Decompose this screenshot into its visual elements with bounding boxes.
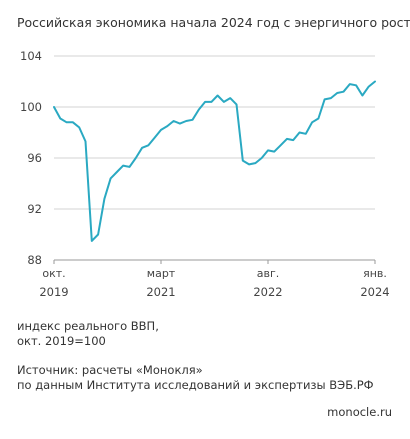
y-tick-label: 100 (20, 100, 42, 114)
y-tick-label: 96 (27, 151, 42, 165)
y-tick-labels: 88 92 96 100 104 (20, 49, 42, 267)
x-tick-year: 2022 (253, 285, 282, 299)
source-note-line2: по данным Института исследований и экспе… (17, 378, 374, 392)
site-link[interactable]: monocle.ru (327, 405, 392, 419)
gridlines (53, 55, 376, 264)
x-tick-year: 2021 (146, 285, 175, 299)
x-tick-month: март (147, 267, 176, 280)
y-tick-label: 92 (27, 202, 42, 216)
x-tick-month: окт. (42, 267, 65, 280)
x-tick-year: 2024 (360, 285, 389, 299)
x-tick-year: 2019 (39, 285, 68, 299)
x-tick-month: янв. (363, 267, 387, 280)
series-line-0 (53, 80, 376, 242)
source-note-line1: Источник: расчеты «Монокля» (17, 363, 203, 377)
y-tick-label: 104 (20, 49, 42, 63)
index-note-line1: индекс реального ВВП, (17, 319, 159, 333)
y-tick-label: 88 (27, 253, 42, 267)
index-note-line2: окт. 2019=100 (17, 334, 106, 348)
x-tick-labels: окт. 2019 март 2021 авг. 2022 янв. 2024 (39, 267, 389, 299)
x-tick-month: авг. (257, 267, 280, 280)
line-chart: 88 92 96 100 104 окт. 2019 март 2021 авг. 2022 янв… (20, 49, 390, 299)
series-lines (53, 80, 376, 242)
chart-title: Российская экономика начала 2024 год с э… (17, 15, 410, 30)
